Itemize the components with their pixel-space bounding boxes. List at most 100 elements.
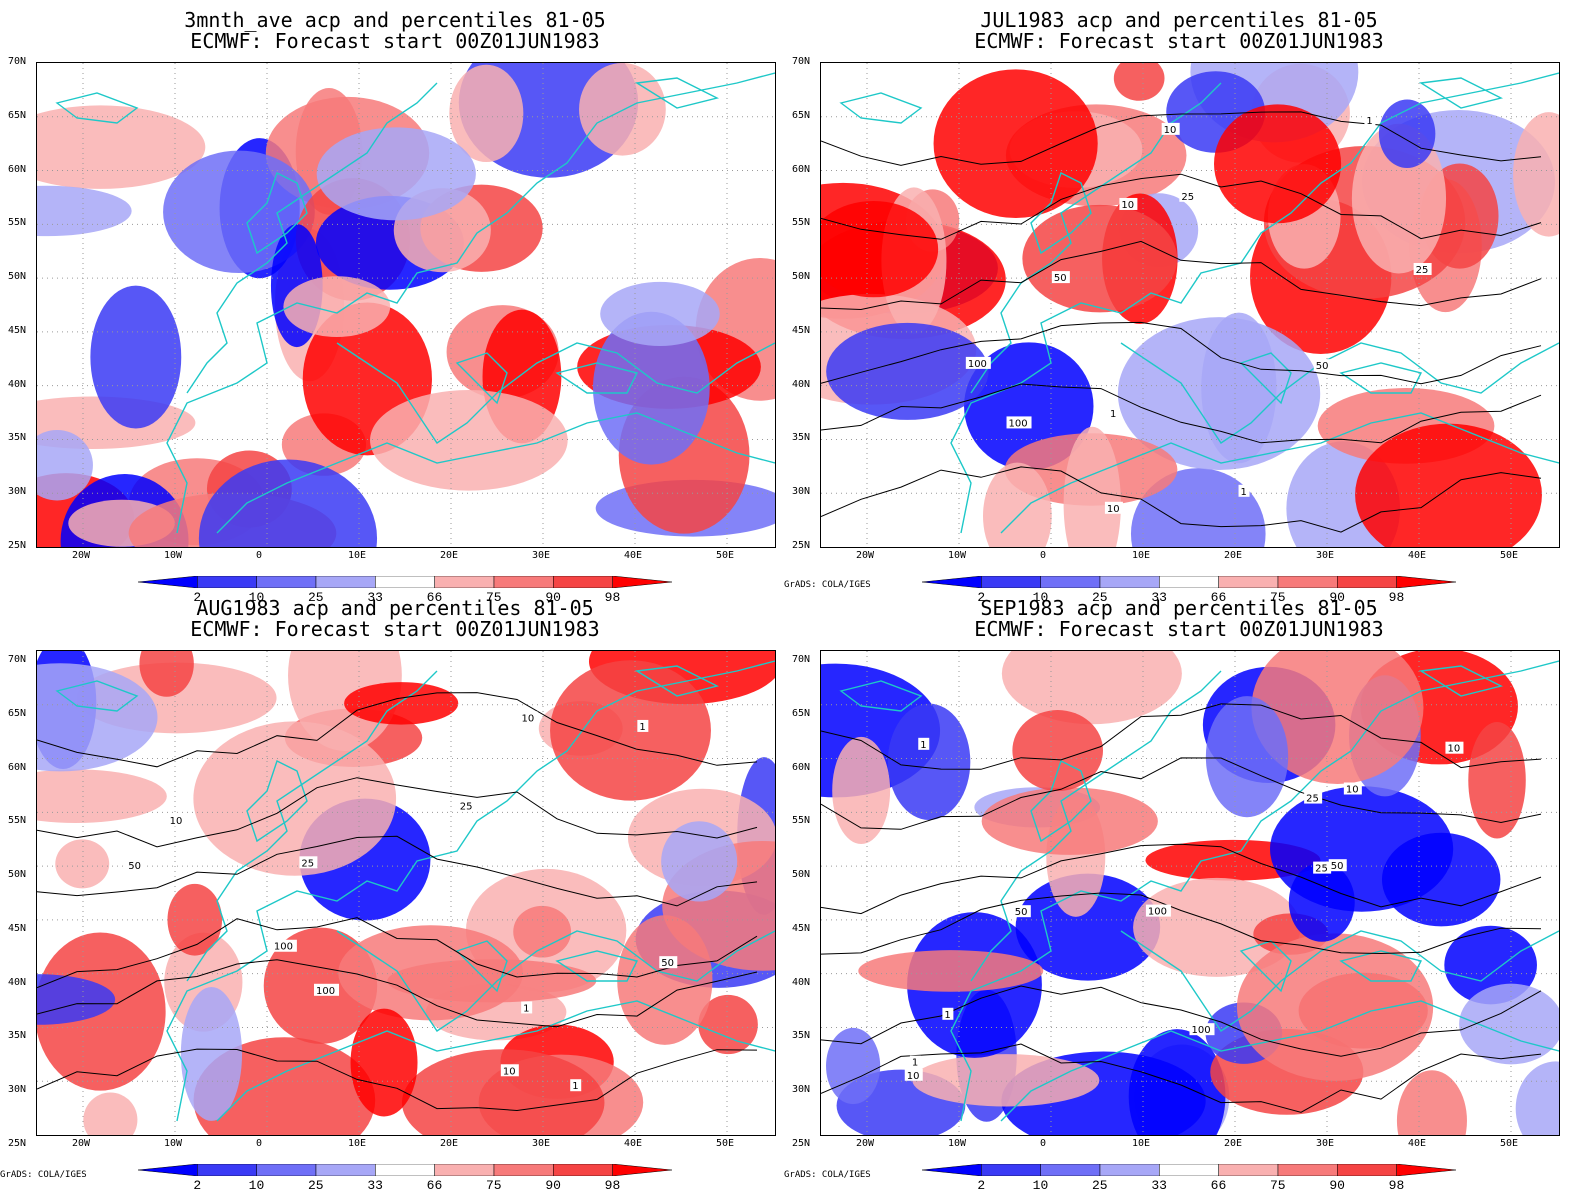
percentile-patch	[698, 994, 758, 1055]
longitude-label: 50E	[716, 1138, 735, 1149]
contour-label: 10	[1447, 744, 1460, 755]
contour-label: 50	[128, 861, 141, 872]
contour-label: 25	[1306, 794, 1319, 805]
coastline	[1120, 930, 1559, 1032]
contour-label: 50	[661, 958, 674, 969]
latitude-label: 25N	[792, 1138, 811, 1149]
colorbar-segment	[197, 1164, 257, 1176]
coastline	[216, 1000, 775, 1122]
map-panel-1: 3mnth_ave acp and percentiles 81-05 ECMW…	[0, 0, 790, 605]
latitude-label: 45N	[8, 922, 27, 934]
colorbar-tick-label: 90	[1329, 1178, 1345, 1193]
percentile-patch	[1205, 696, 1289, 818]
contour-label-bg	[167, 814, 186, 827]
panel-title-line2: ECMWF: Forecast start 00Z01JUN1983	[974, 29, 1384, 53]
coastline	[555, 950, 639, 982]
colorbar-segment	[1218, 576, 1279, 588]
colorbar-tick-label: 66	[426, 590, 443, 605]
latitude-label: 65N	[792, 109, 811, 121]
colorbar-segment	[1099, 576, 1160, 588]
percentile-patch	[180, 986, 243, 1121]
contour-label: 25	[1315, 864, 1328, 875]
percentile-patch	[1515, 1061, 1559, 1135]
colorbar-segment	[1396, 576, 1456, 588]
contour-label-bg	[1304, 791, 1323, 804]
contour-label: 100	[316, 986, 335, 997]
percentile-patch	[1117, 317, 1321, 471]
colorbar-segment	[1040, 1164, 1101, 1176]
colorbar-tick-label: 10	[1032, 1178, 1049, 1193]
contour-label: 100	[1009, 418, 1028, 429]
percentile-patch	[821, 200, 939, 298]
contour-label: 100	[1148, 907, 1167, 918]
colorbar-segment	[1159, 1164, 1219, 1176]
percentile-patch	[1022, 204, 1178, 313]
colorbar-segment	[922, 1164, 982, 1176]
latitude-label: 40N	[8, 378, 27, 390]
percentile-patch	[826, 1027, 881, 1105]
contour-line	[37, 777, 758, 848]
contour-label-bg	[965, 356, 991, 369]
longitude-label: 50E	[716, 550, 735, 561]
percentile-patch	[338, 925, 523, 1021]
percentile-patch	[513, 905, 572, 958]
percentile-patch	[37, 663, 158, 772]
percentile-patch	[37, 974, 116, 1025]
longitude-label: 30E	[1316, 1138, 1335, 1149]
coastline	[1000, 1000, 1559, 1122]
percentile-patch	[661, 821, 738, 902]
colorbar-tick-label: 98	[1388, 590, 1405, 605]
colorbar-tick-label: 33	[367, 1178, 383, 1193]
contour-label-bg	[500, 1064, 519, 1077]
contour-label-bg	[904, 1068, 923, 1081]
coastline	[246, 760, 308, 843]
colorbar-segment	[375, 576, 435, 588]
contour-line	[821, 173, 1542, 240]
contour-label-bg	[1107, 407, 1119, 420]
percentile-patch	[1513, 112, 1559, 237]
coastline	[634, 77, 720, 109]
shaded-field	[37, 651, 775, 1135]
contour-line	[821, 240, 1542, 311]
colorbar-tick-label: 75	[486, 590, 502, 605]
colorbar-segment	[612, 576, 672, 588]
longitude-label: 40E	[624, 550, 643, 561]
percentile-colorbar	[138, 576, 672, 588]
contour-line	[37, 692, 758, 768]
coastline	[166, 72, 775, 534]
latitude-label: 70N	[8, 654, 27, 665]
contour-label: 10	[503, 1066, 516, 1077]
contour-label: 25	[1181, 192, 1194, 203]
percentile-patch	[1251, 651, 1424, 784]
colorbar-segment	[197, 576, 257, 588]
longitude-label: 20W	[72, 550, 91, 561]
latitude-label: 25N	[8, 1138, 27, 1149]
contour-line	[821, 985, 1542, 1057]
longitude-label: 10W	[948, 1138, 967, 1149]
coastline	[336, 342, 775, 444]
colorbar-tick-label: 98	[1388, 1178, 1405, 1193]
colorbar-segment	[434, 576, 495, 588]
coastline	[55, 680, 139, 712]
credit-text: GrADS: COLA/IGES	[784, 580, 871, 590]
percentile-patch	[600, 281, 720, 346]
contour-label: 1	[912, 1058, 918, 1069]
contour-line	[37, 835, 758, 907]
latitude-label: 35N	[8, 432, 27, 444]
contour-label: 50	[1316, 361, 1329, 372]
shaded-field	[821, 63, 1559, 547]
panel-title-line1: AUG1983 acp and percentiles 81-05	[196, 596, 594, 620]
contour-label: 1	[1241, 487, 1247, 498]
colorbar-segment	[256, 1164, 317, 1176]
contour-label-bg	[299, 856, 318, 869]
percentile-patch	[55, 839, 110, 889]
percentile-patch	[1355, 423, 1542, 547]
latitude-label: 60N	[792, 163, 811, 175]
percentile-patch	[163, 150, 315, 274]
contour-label: 1	[639, 722, 645, 733]
percentile-colorbar	[922, 1164, 1456, 1176]
contour-label-bg	[1006, 416, 1032, 429]
percentile-patch	[83, 1092, 138, 1135]
coastline	[55, 92, 139, 124]
